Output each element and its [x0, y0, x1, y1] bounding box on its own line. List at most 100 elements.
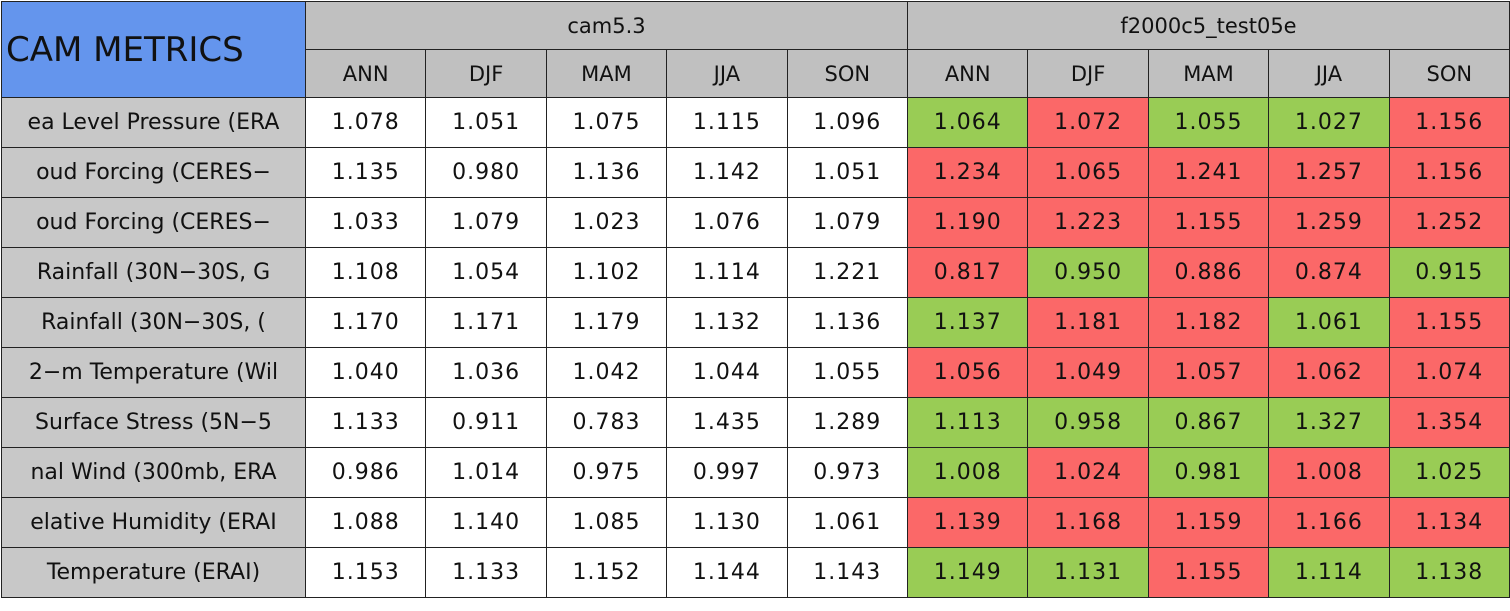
metric-cell: 1.234: [907, 147, 1029, 198]
data-row: Rainfall (30N−30S, G 1.108 1.054 1.102 1.114…: [1, 247, 1510, 298]
season-header: DJF: [1027, 49, 1149, 98]
season-header: JJA: [1268, 49, 1390, 98]
metric-cell: 1.074: [1388, 347, 1510, 398]
metric-cell: 1.170: [304, 297, 427, 348]
data-row: Rainfall (30N−30S, (1.170 1.171 1.179 1.132…: [1, 297, 1510, 348]
data-row: oud Forcing (CERES− 1.135 0.980 1.136 1.142 1…: [1, 147, 1510, 198]
metric-cell: 1.061: [786, 497, 909, 548]
season-header: MAM: [1147, 49, 1270, 98]
metric-cell: 1.042: [545, 347, 668, 398]
metric-cell: 1.223: [1027, 197, 1149, 248]
metric-cell: 1.142: [666, 147, 788, 198]
metric-cell: 1.040: [304, 347, 427, 398]
metric-cell: 1.102: [545, 247, 668, 298]
season-header: MAM: [545, 49, 668, 98]
metric-cell: 1.155: [1147, 197, 1270, 248]
metric-cell: 0.867: [1147, 397, 1270, 448]
season-header: ANN: [304, 49, 427, 98]
metric-cell: 1.085: [545, 497, 668, 548]
metric-cell: 1.079: [786, 197, 909, 248]
metric-cell: 1.027: [1268, 97, 1390, 148]
metric-cell: 0.950: [1027, 247, 1149, 298]
metric-cell: 0.783: [545, 397, 668, 448]
metric-cell: 0.915: [1388, 247, 1510, 298]
metric-cell: 1.133: [425, 547, 547, 598]
metric-cell: 0.973: [786, 447, 909, 498]
metric-cell: 1.136: [545, 147, 668, 198]
metric-cell: 1.051: [425, 97, 547, 148]
metric-cell: 1.061: [1268, 297, 1390, 348]
metric-cell: 0.981: [1147, 447, 1270, 498]
metric-cell: 0.817: [907, 247, 1029, 298]
metric-cell: 1.134: [1388, 497, 1510, 548]
metric-cell: 0.958: [1027, 397, 1149, 448]
metric-cell: 1.049: [1027, 347, 1149, 398]
metric-cell: 1.064: [907, 97, 1029, 148]
metric-cell: 1.113: [907, 397, 1029, 448]
metric-cell: 1.252: [1388, 197, 1510, 248]
metric-cell: 1.088: [304, 497, 427, 548]
row-label: oud Forcing (CERES−: [1, 147, 306, 198]
row-label: elative Humidity (ERAI: [1, 497, 306, 548]
metric-cell: 1.166: [1268, 497, 1390, 548]
season-header: SON: [1388, 49, 1510, 98]
row-label: Surface Stress (5N−5: [1, 397, 306, 448]
metric-cell: 1.354: [1388, 397, 1510, 448]
metric-cell: 1.008: [1268, 447, 1390, 498]
metric-cell: 1.156: [1388, 97, 1510, 148]
metric-cell: 1.024: [1027, 447, 1149, 498]
metric-cell: 1.143: [786, 547, 909, 598]
data-row: Temperature (ERAI) 1.153 1.133 1.152 1.144 1.…: [1, 547, 1510, 598]
metric-cell: 1.135: [304, 147, 427, 198]
data-row: oud Forcing (CERES− 1.033 1.079 1.023 1.076 1…: [1, 197, 1510, 248]
metric-cell: 1.171: [425, 297, 547, 348]
metric-cell: 1.259: [1268, 197, 1390, 248]
metric-cell: 1.114: [666, 247, 788, 298]
metric-cell: 1.155: [1388, 297, 1510, 348]
metric-cell: 1.056: [907, 347, 1029, 398]
metric-cell: 1.289: [786, 397, 909, 448]
metric-cell: 1.140: [425, 497, 547, 548]
metric-cell: 1.182: [1147, 297, 1270, 348]
metric-cell: 1.327: [1268, 397, 1390, 448]
row-label: ea Level Pressure (ERA: [1, 97, 306, 148]
group-header: f2000c5_test05e: [907, 1, 1510, 50]
metric-cell: 1.036: [425, 347, 547, 398]
row-label: nal Wind (300mb, ERA: [1, 447, 306, 498]
metric-cell: 1.155: [1147, 547, 1270, 598]
metric-cell: 1.137: [907, 297, 1029, 348]
metric-cell: 1.065: [1027, 147, 1149, 198]
metric-cell: 0.975: [545, 447, 668, 498]
metric-cell: 1.144: [666, 547, 788, 598]
metric-cell: 1.133: [304, 397, 427, 448]
metric-cell: 1.130: [666, 497, 788, 548]
metric-cell: 1.153: [304, 547, 427, 598]
metric-cell: 1.181: [1027, 297, 1149, 348]
metric-cell: 1.131: [1027, 547, 1149, 598]
metric-cell: 1.190: [907, 197, 1029, 248]
metric-cell: 1.138: [1388, 547, 1510, 598]
metric-cell: 1.055: [1147, 97, 1270, 148]
metric-cell: 1.057: [1147, 347, 1270, 398]
row-label: 2−m Temperature (Wil: [1, 347, 306, 398]
metric-cell: 1.221: [786, 247, 909, 298]
metric-cell: 1.108: [304, 247, 427, 298]
data-row: nal Wind (300mb, ERA 0.986 1.014 0.975 0.997…: [1, 447, 1510, 498]
metric-cell: 1.136: [786, 297, 909, 348]
metric-cell: 1.008: [907, 447, 1029, 498]
metric-cell: 0.980: [425, 147, 547, 198]
metric-cell: 0.997: [666, 447, 788, 498]
data-row: Surface Stress (5N−5 1.133 0.911 0.783 1.435…: [1, 397, 1510, 448]
metric-cell: 1.062: [1268, 347, 1390, 398]
metric-cell: 1.023: [545, 197, 668, 248]
season-header: JJA: [666, 49, 788, 98]
metric-cell: 1.149: [907, 547, 1029, 598]
data-row: elative Humidity (ERAI 1.088 1.140 1.085 1.1…: [1, 497, 1510, 548]
metric-cell: 1.257: [1268, 147, 1390, 198]
row-label: Temperature (ERAI): [1, 547, 306, 598]
metric-cell: 1.435: [666, 397, 788, 448]
metric-cell: 1.115: [666, 97, 788, 148]
metric-cell: 1.079: [425, 197, 547, 248]
metric-cell: 1.241: [1147, 147, 1270, 198]
